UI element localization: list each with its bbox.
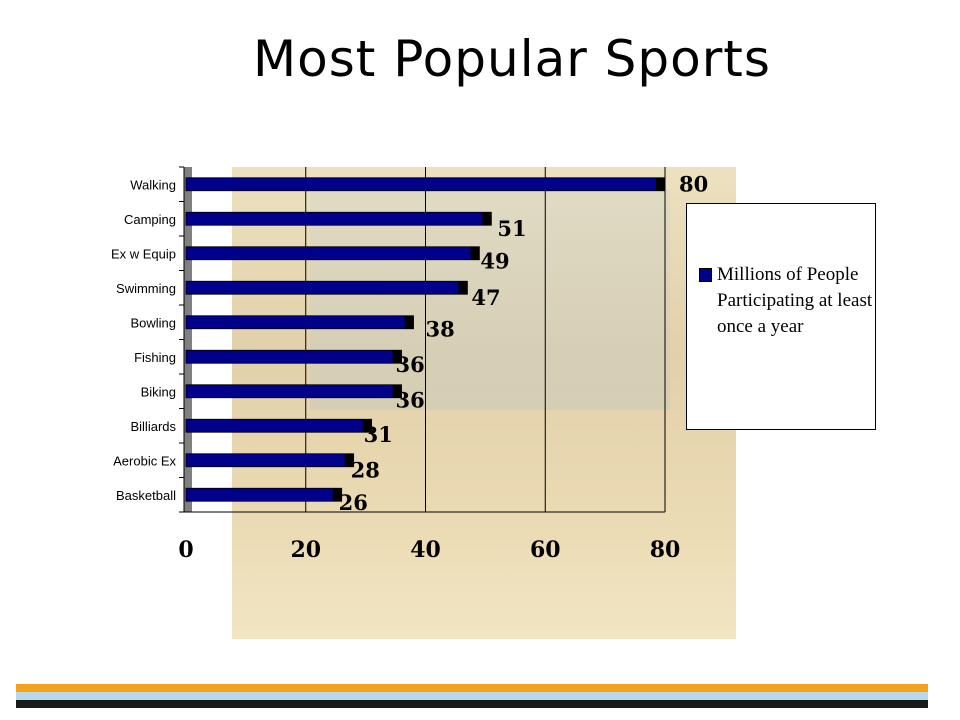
data-label: 36 [396, 352, 425, 377]
y-axis-wall [184, 167, 192, 512]
bar [185, 418, 373, 433]
bar-end-cap [470, 246, 480, 260]
bar [185, 315, 414, 330]
bar-end-cap [392, 384, 402, 398]
legend-swatch [699, 268, 712, 282]
bar [185, 211, 492, 226]
x-tick-label-60: 60 [530, 537, 561, 563]
legend: Millions of People Participating at leas… [686, 203, 876, 430]
category-label: Walking [130, 177, 176, 192]
bar [185, 280, 468, 295]
bar-end-cap [458, 281, 468, 295]
category-label: Swimming [116, 281, 176, 296]
bar [185, 349, 402, 364]
data-label: 36 [396, 387, 425, 412]
bar [185, 453, 355, 468]
bar-end-cap [656, 177, 665, 191]
footer-stripe-orange [16, 684, 928, 692]
category-label: Aerobic Ex [113, 453, 176, 468]
bar-end-cap [404, 315, 414, 329]
bar-end-cap [332, 488, 342, 502]
bar-end-cap [482, 212, 492, 226]
data-label: 80 [679, 171, 708, 196]
footer-stripe-black [16, 700, 928, 708]
legend-label: Millions of People Participating at leas… [717, 264, 873, 337]
bars [185, 177, 666, 502]
data-label: 47 [471, 285, 500, 310]
category-label: Biking [141, 384, 176, 399]
data-label: 31 [364, 422, 393, 447]
bar-end-cap [344, 453, 354, 467]
category-label: Fishing [134, 350, 176, 365]
background-chalkboard [310, 190, 670, 410]
bar [185, 487, 343, 502]
bar-end-cap [362, 419, 372, 433]
data-label: 38 [426, 316, 455, 341]
bar-end-cap [392, 350, 402, 364]
category-label: Bowling [130, 315, 176, 330]
x-tick-label-0: 0 [178, 537, 193, 563]
x-tick-label-40: 40 [410, 537, 441, 563]
category-label: Ex w Equip [111, 246, 176, 261]
x-tick-label-80: 80 [650, 537, 681, 563]
labels: 0 20 40 60 80 Walking 80 Camping 51 Ex w Equip 49 S… [111, 171, 708, 563]
data-label: 26 [339, 490, 368, 515]
x-tick-label-20: 20 [290, 537, 321, 563]
axes [179, 166, 665, 513]
data-label: 49 [480, 248, 509, 273]
category-label: Billiards [130, 419, 176, 434]
bar [185, 384, 402, 399]
bar [185, 177, 666, 192]
data-label: 28 [351, 457, 380, 482]
category-label: Camping [124, 212, 176, 227]
footer-stripe-blue [16, 692, 928, 700]
data-label: 51 [497, 216, 526, 241]
bar [185, 246, 480, 261]
category-label: Basketball [116, 488, 176, 503]
slide-title: Most Popular Sports [253, 30, 771, 88]
